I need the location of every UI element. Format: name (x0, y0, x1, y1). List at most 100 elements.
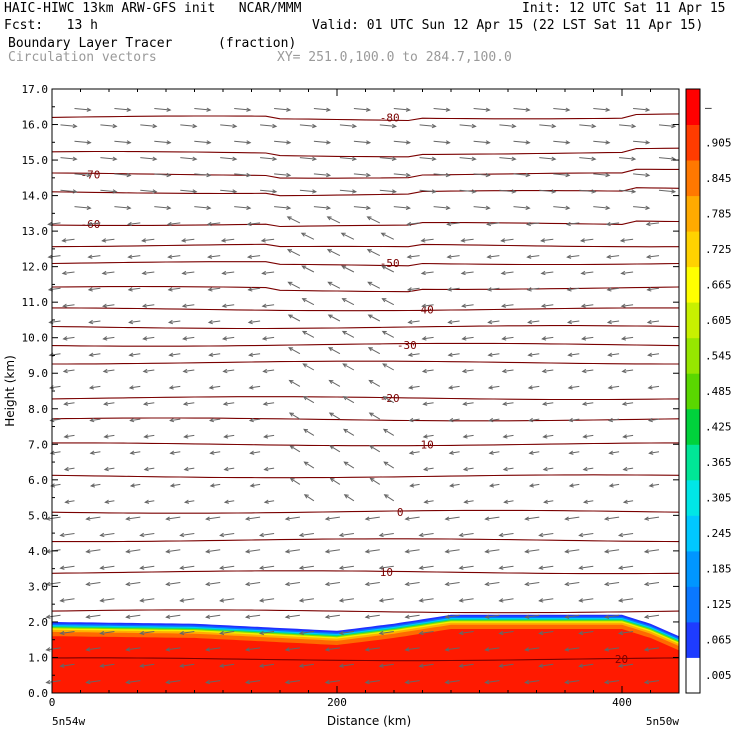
wind-vector (565, 516, 580, 520)
wind-vector (222, 271, 235, 274)
wind-vector (369, 445, 381, 453)
wind-vector-head (421, 303, 427, 308)
wind-vector-head (540, 303, 546, 308)
wind-vector-head (89, 483, 96, 488)
wind-vector-head (578, 663, 584, 668)
x-end-label: 5n50w (646, 715, 679, 728)
wind-vector (206, 680, 221, 684)
wind-vector-head (648, 483, 654, 488)
wind-vector-head (168, 385, 174, 390)
wind-vector-head (487, 352, 493, 357)
wind-vector-head (542, 466, 548, 472)
wind-vector (579, 189, 596, 193)
colorbar-swatch (686, 266, 700, 303)
wind-vector (461, 271, 474, 274)
wind-vector-head (128, 319, 134, 325)
contour-line (52, 360, 679, 365)
wind-vector (525, 680, 540, 684)
colorbar-label: .545 (705, 350, 732, 363)
wind-vector (513, 206, 530, 209)
wind-vector-head (564, 614, 570, 619)
wind-vector-head (565, 140, 571, 145)
wind-vector-head (232, 156, 238, 161)
wind-vector-head (486, 221, 492, 227)
cross-section-endpoints: XY= 251.0,100.0 to 284.7,100.0 (277, 50, 512, 65)
wind-vector (619, 663, 634, 667)
wind-vector (88, 255, 101, 258)
wind-vector-head (179, 565, 185, 570)
wind-vector-head (591, 156, 597, 161)
wind-vector (419, 189, 436, 193)
wind-vector-head (525, 221, 531, 227)
wind-vector-head (591, 189, 597, 194)
wind-vector (499, 631, 514, 634)
wind-vector (166, 614, 181, 618)
wind-vector (658, 157, 676, 160)
wind-vector (290, 477, 301, 485)
colorbar-label: .785 (705, 207, 732, 220)
wind-vector (608, 385, 620, 389)
colorbar-swatch (686, 479, 700, 516)
contour-line (51, 509, 680, 514)
wind-vector-head (284, 614, 290, 619)
wind-vector-head (606, 287, 612, 292)
wind-vector (46, 647, 61, 651)
wind-vector-head (380, 232, 386, 237)
wind-vector-head (498, 532, 504, 538)
wind-vector (264, 467, 275, 471)
wind-vector (274, 206, 291, 209)
wind-vector-head (152, 156, 158, 161)
wind-vector (248, 255, 261, 258)
wind-vector (649, 483, 660, 487)
wind-vector (447, 287, 460, 291)
wind-vector (503, 434, 514, 438)
wind-vector-head (126, 140, 132, 145)
wind-vector (62, 238, 75, 242)
wind-vector-head (141, 238, 147, 243)
wind-vector-head (646, 287, 652, 292)
wind-vector-head (511, 156, 517, 161)
wind-vector (248, 287, 261, 291)
wind-vector (583, 467, 594, 471)
wind-vector (206, 516, 221, 520)
wind-vector-head (407, 319, 413, 325)
wind-vector (130, 418, 141, 422)
wind-vector (327, 216, 341, 224)
wind-vector (501, 238, 514, 242)
wind-vector (129, 353, 141, 356)
wind-vector-head (287, 281, 293, 286)
wind-vector (525, 614, 540, 618)
wind-vector-head (128, 385, 134, 390)
wind-vector-head (447, 385, 454, 390)
wind-vector (381, 232, 395, 240)
wind-vector (379, 565, 394, 569)
circulation-vectors (45, 107, 677, 685)
wind-vector (539, 631, 554, 634)
wind-vector-head (99, 663, 105, 668)
wind-vector (220, 189, 237, 193)
wind-vector-head (126, 205, 132, 210)
wind-vector (405, 647, 420, 651)
wind-vector (103, 369, 115, 372)
wind-vector (553, 206, 570, 209)
wind-vector-head (112, 156, 118, 161)
wind-vector-head (538, 532, 544, 538)
wind-vector (301, 232, 315, 240)
wind-vector (593, 140, 610, 144)
wind-vector (207, 222, 221, 225)
wind-vector (621, 304, 634, 307)
wind-vector (499, 565, 514, 569)
wind-vector (249, 385, 261, 389)
wind-vector-head (288, 379, 294, 384)
wind-vector-head (182, 336, 188, 341)
wind-vector-head (342, 396, 348, 401)
wind-vector-head (418, 630, 424, 636)
wind-vector (180, 189, 197, 193)
wind-vector-head (418, 598, 424, 603)
wind-vector-head (527, 319, 533, 325)
wind-vector (405, 680, 420, 684)
wind-vector-head (87, 287, 93, 292)
wind-vector-head (59, 663, 65, 668)
wind-vector-head (272, 156, 278, 161)
wind-vector (90, 451, 101, 454)
